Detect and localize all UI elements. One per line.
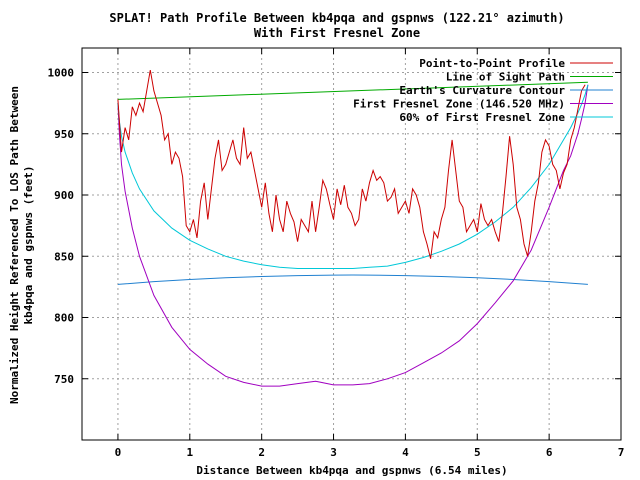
plot-frame xyxy=(81,47,622,441)
legend-label: Point-to-Point Profile xyxy=(419,57,565,70)
series-line-first-fresnel-zone-146-520-mhz xyxy=(117,84,589,387)
legend-label: Line of Sight Path xyxy=(446,71,565,84)
x-tick-label: 3 xyxy=(330,446,337,459)
x-tick-label: 4 xyxy=(402,446,409,459)
grid xyxy=(82,48,622,440)
series-line-60-of-first-fresnel-zone xyxy=(117,84,589,269)
y-tick-label: 950 xyxy=(54,128,74,141)
series-group xyxy=(117,70,589,387)
x-tick-label: 5 xyxy=(474,446,481,459)
series-line-earth-s-curvature-contour xyxy=(117,274,588,285)
x-tick-label: 6 xyxy=(546,446,553,459)
x-tick-label: 1 xyxy=(186,446,193,459)
y-tick-label: 850 xyxy=(54,250,74,263)
y-axis-label-line1: Normalized Height Referenced To LOS Path… xyxy=(8,86,21,404)
x-tick-label: 7 xyxy=(618,446,625,459)
chart-title: SPLAT! Path Profile Between kb4pqa and g… xyxy=(109,11,564,25)
x-axis-label: Distance Between kb4pqa and gspnws (6.54… xyxy=(196,464,507,477)
legend-label: Earth's Curvature Contour xyxy=(399,84,565,97)
legend-label: 60% of First Fresnel Zone xyxy=(399,111,565,124)
y-tick-label: 800 xyxy=(54,312,74,325)
x-tick-label: 2 xyxy=(258,446,265,459)
series-line-line-of-sight-path xyxy=(117,81,588,100)
chart-subtitle: With First Fresnel Zone xyxy=(254,26,420,40)
y-axis-label-line2: kb4pqa and gspnws (feet) xyxy=(22,166,35,325)
axis-ticks: 0 1 2 3 4 5 6 7 750 800 850 900 950 1000 xyxy=(48,48,625,459)
series-line-point-to-point-profile xyxy=(117,70,586,259)
y-tick-label: 1000 xyxy=(48,67,75,80)
legend-label: First Fresnel Zone (146.520 MHz) xyxy=(353,98,565,111)
y-tick-label: 750 xyxy=(54,373,74,386)
y-tick-label: 900 xyxy=(54,189,74,202)
x-tick-label: 0 xyxy=(115,446,122,459)
